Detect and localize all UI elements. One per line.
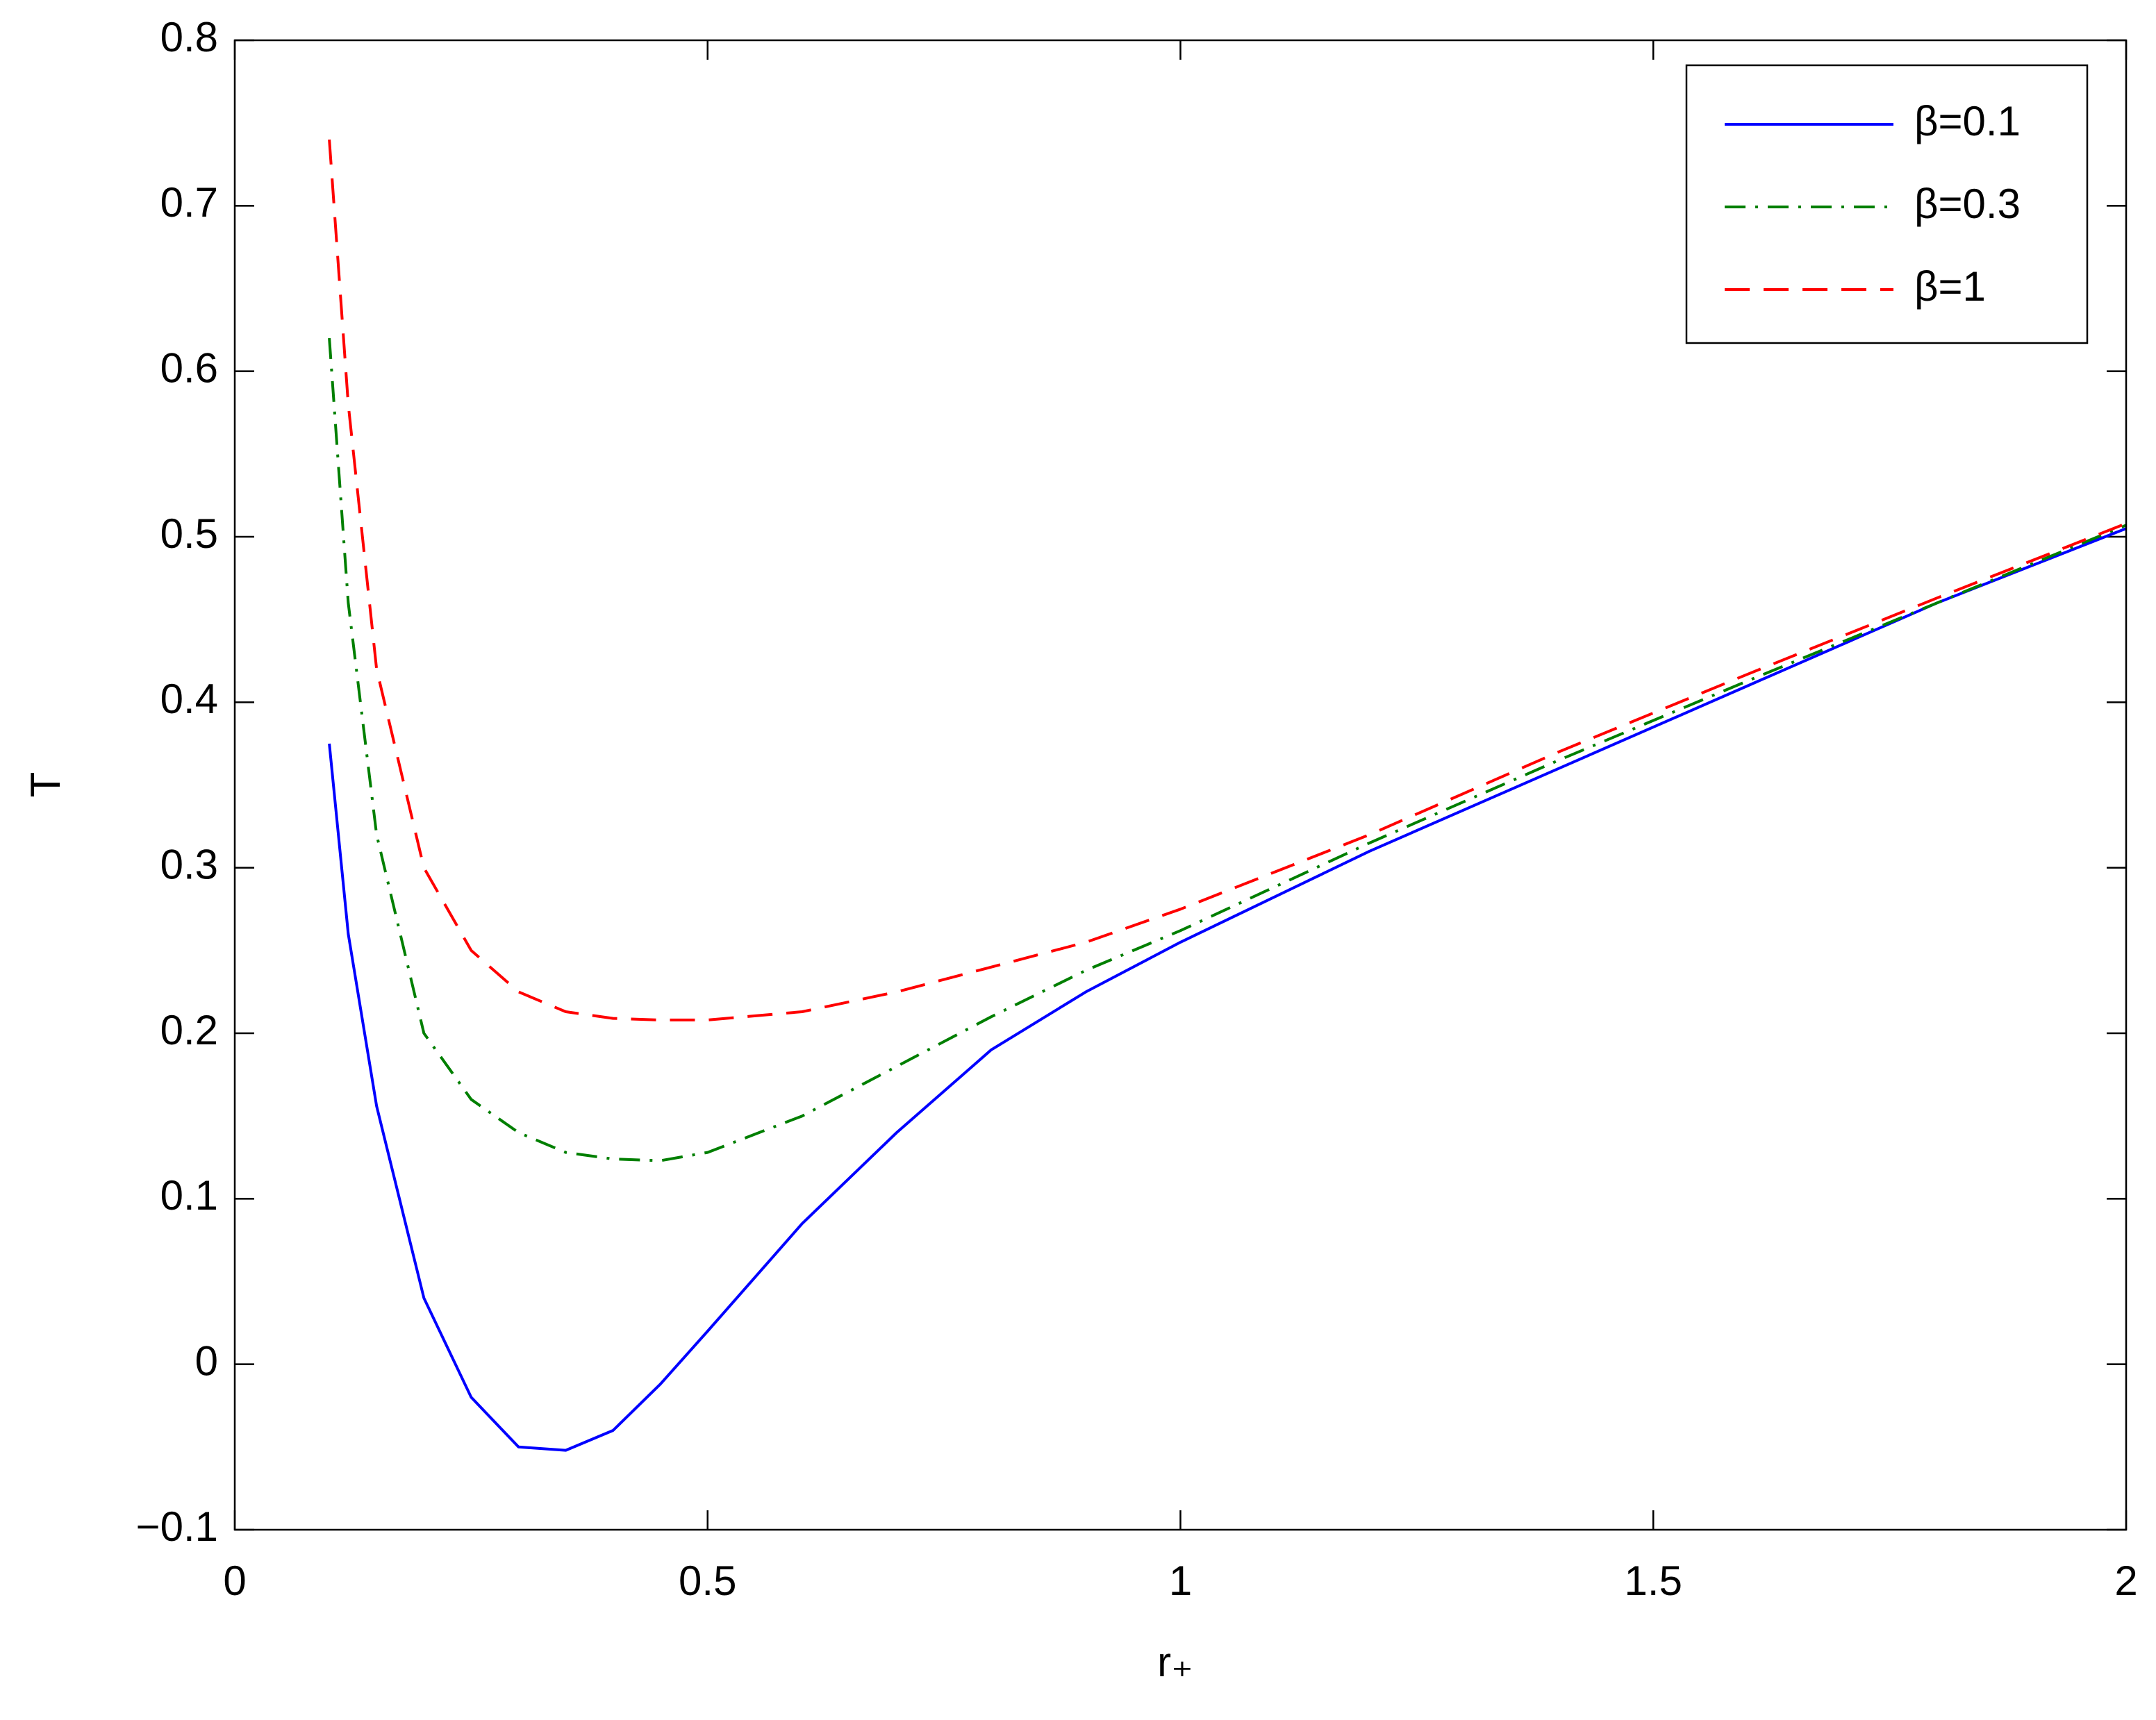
legend-label: β=0.1 xyxy=(1914,98,2021,144)
legend-box xyxy=(1685,64,2089,344)
x-tick-label: 0 xyxy=(223,1558,246,1604)
x-tick-label: 1.5 xyxy=(1625,1558,1682,1604)
x-tick-label: 0.5 xyxy=(679,1558,736,1604)
series-line xyxy=(328,139,2127,1021)
legend-label: β=1 xyxy=(1914,263,1986,310)
y-tick-label: −0.1 xyxy=(136,1503,218,1550)
y-axis-label: T xyxy=(22,772,69,798)
x-axis-label: r₊ xyxy=(1157,1639,1193,1685)
y-tick-label: 0.7 xyxy=(160,179,218,226)
y-tick-label: 0.4 xyxy=(160,676,218,722)
y-tick-label: 0.8 xyxy=(160,14,218,60)
series-line xyxy=(328,337,2127,1162)
plot-frame xyxy=(233,39,2128,1531)
y-tick-label: 0.1 xyxy=(160,1172,218,1219)
y-tick-label: 0.6 xyxy=(160,345,218,392)
series-line xyxy=(328,527,2127,1452)
legend-label: β=0.3 xyxy=(1914,181,2021,227)
y-tick-label: 0.2 xyxy=(160,1007,218,1053)
x-tick-label: 1 xyxy=(1169,1558,1192,1604)
y-tick-label: 0.5 xyxy=(160,510,218,557)
y-tick-label: 0 xyxy=(195,1338,218,1385)
y-tick-label: 0.3 xyxy=(160,842,218,888)
x-tick-label: 2 xyxy=(2114,1558,2137,1604)
